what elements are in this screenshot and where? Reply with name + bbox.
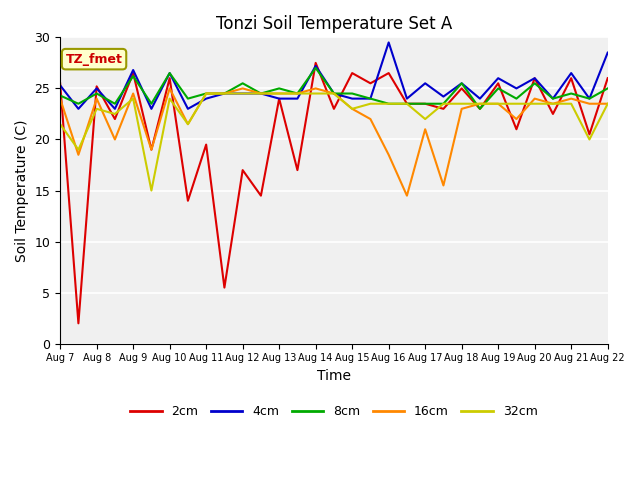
- Title: Tonzi Soil Temperature Set A: Tonzi Soil Temperature Set A: [216, 15, 452, 33]
- Y-axis label: Soil Temperature (C): Soil Temperature (C): [15, 120, 29, 262]
- Text: TZ_fmet: TZ_fmet: [66, 53, 122, 66]
- X-axis label: Time: Time: [317, 369, 351, 383]
- Legend: 2cm, 4cm, 8cm, 16cm, 32cm: 2cm, 4cm, 8cm, 16cm, 32cm: [125, 400, 543, 423]
